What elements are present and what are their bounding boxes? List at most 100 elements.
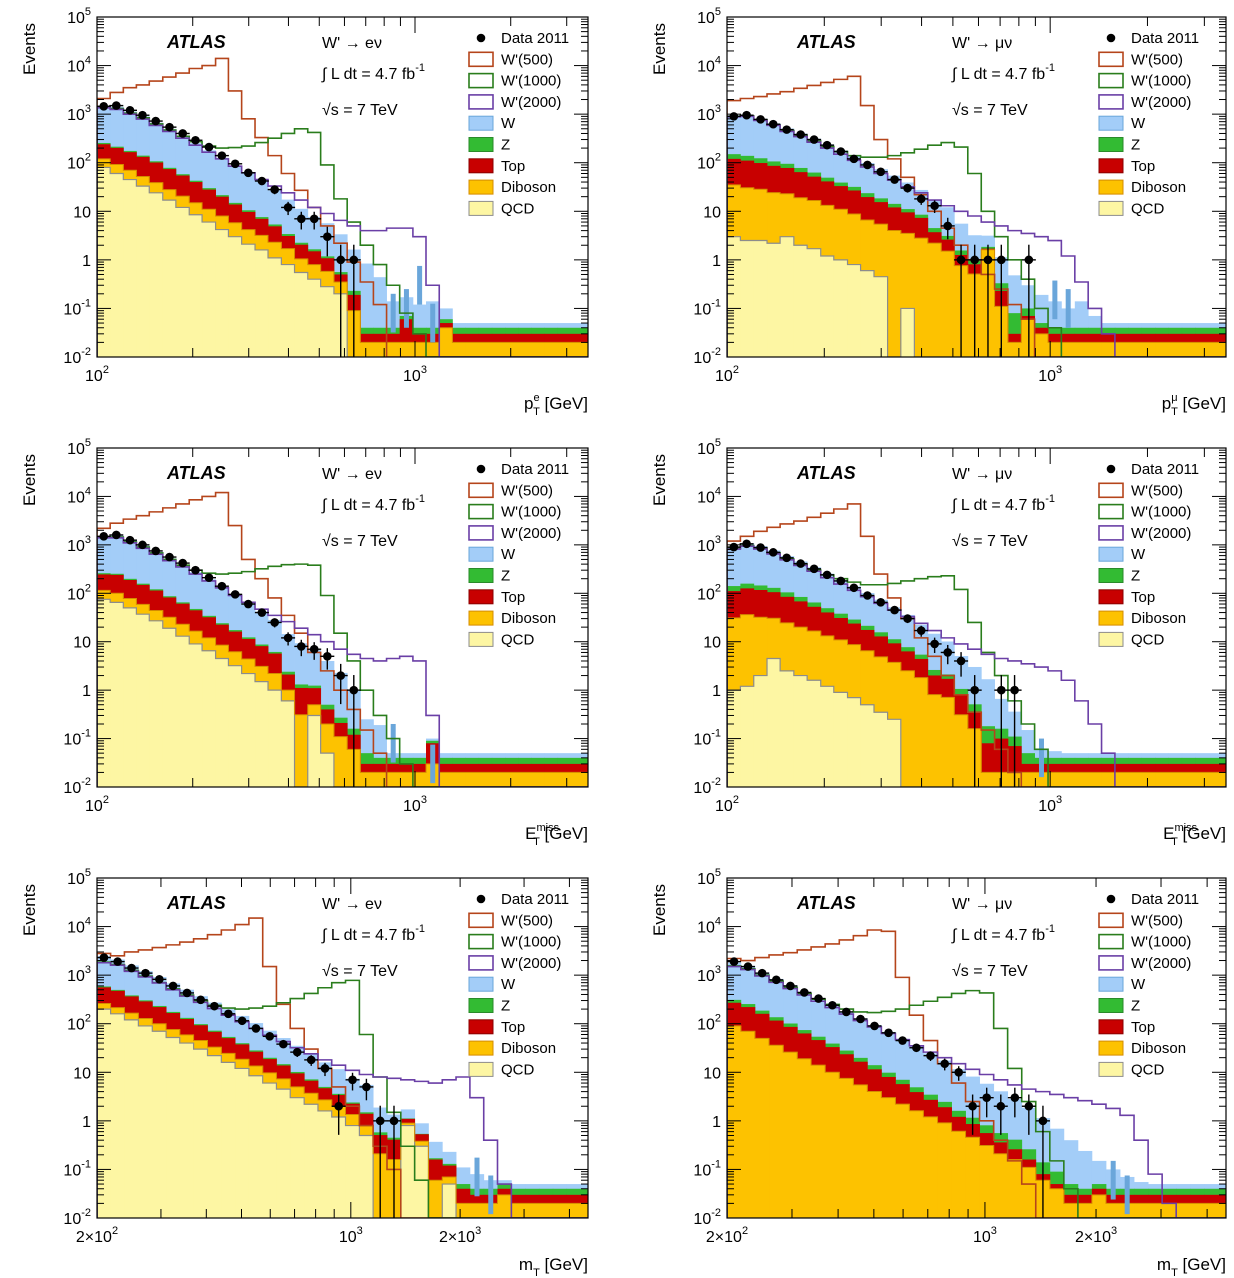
data-point — [956, 255, 966, 265]
legend-label: W'(2000) — [501, 525, 561, 542]
stack-bar-diboson — [895, 1104, 910, 1218]
stack-bar-qcd — [820, 686, 835, 787]
mc-uncertainty-marker — [390, 293, 396, 333]
y-tick-label: 1 — [712, 1114, 721, 1131]
data-point — [768, 548, 778, 557]
plot-frame — [726, 16, 1227, 358]
stack-bar-qcd — [202, 650, 216, 787]
stack-bar-qcd — [255, 681, 269, 787]
data-point — [191, 135, 200, 145]
stack-bar-qcd — [179, 1043, 194, 1218]
data-point — [970, 685, 979, 695]
legend-marker-bkg — [468, 610, 494, 626]
signal-line-wp1000 — [727, 544, 1226, 787]
data-point — [1038, 1116, 1048, 1126]
stack-bar-diboson — [839, 1078, 854, 1218]
stack-bar-diboson — [1134, 1203, 1149, 1218]
stack-bar-diboson — [360, 342, 374, 357]
mc-uncertainty-marker — [390, 723, 396, 763]
plot-frame — [96, 877, 589, 1219]
energy-label: √s = 7 TeV — [322, 963, 398, 980]
stack-bar-qcd — [235, 1068, 250, 1218]
stack-bar-diboson — [333, 736, 348, 787]
legend-label: Top — [1131, 158, 1155, 175]
data-point — [362, 1082, 371, 1092]
signal-line-wp500 — [97, 57, 588, 357]
stack-bar-diboson — [1074, 772, 1089, 787]
x-axis-label: mT [GeV] — [1157, 1255, 1226, 1278]
stack-bar-diboson — [557, 342, 588, 357]
plot-area — [97, 57, 588, 357]
stack-bar-diboson — [531, 772, 545, 787]
stack-bar-diboson — [373, 772, 387, 787]
data-point — [822, 570, 832, 580]
x-tick-label: 102 — [715, 364, 739, 385]
legend-marker-signal — [468, 955, 494, 971]
data-point — [898, 1036, 907, 1045]
stack-bar-qcd — [833, 259, 848, 357]
plot-frame — [726, 447, 1227, 788]
y-tick-label: 10-1 — [63, 728, 91, 749]
x-tick-label: 103 — [403, 794, 427, 815]
legend-label: Diboson — [1131, 610, 1186, 627]
stack-bar-diboson — [465, 772, 480, 787]
stack-bar-qcd — [262, 1083, 277, 1218]
x-tick-label: 102 — [715, 794, 739, 815]
legend-label: Top — [501, 158, 525, 175]
stack-bar-qcd — [207, 1055, 222, 1218]
signal-line-wp2000 — [97, 961, 588, 1218]
stack-bar-qcd — [807, 248, 822, 357]
legend-label: Z — [501, 137, 510, 154]
y-tick-label: 102 — [67, 1013, 91, 1034]
stack-bar-diboson — [1168, 342, 1183, 357]
legend-marker-bkg — [1098, 137, 1124, 152]
mc-uncertainty-marker — [474, 1157, 480, 1197]
stack-bar-qcd — [281, 700, 295, 787]
y-tick-label: 102 — [697, 1013, 721, 1034]
y-tick-label: 1 — [712, 253, 721, 270]
y-axis-label: Events — [650, 23, 669, 75]
data-point — [191, 565, 200, 575]
stack-bar-qcd — [241, 673, 256, 787]
y-tick-label: 10-2 — [63, 776, 91, 797]
data-point — [943, 221, 953, 231]
signal-line-wp500 — [97, 917, 588, 1218]
energy-label: √s = 7 TeV — [952, 533, 1028, 550]
x-axis-label: pμ T [GeV] — [1162, 392, 1226, 418]
data-point — [224, 1009, 233, 1019]
stack-bar-qcd — [307, 715, 322, 787]
stack-bar-diboson — [1061, 772, 1076, 787]
y-tick-label: 104 — [697, 485, 721, 506]
data-point — [876, 167, 886, 177]
x-tick-label: 103 — [1038, 794, 1062, 815]
y-tick-label: 10-2 — [693, 776, 721, 797]
data-point — [968, 1101, 977, 1111]
y-tick-label: 105 — [697, 867, 721, 888]
energy-label: √s = 7 TeV — [952, 102, 1028, 119]
legend-marker-data — [476, 33, 486, 43]
stack-bar-diboson — [1088, 342, 1102, 357]
legend-label: W'(500) — [1131, 912, 1183, 929]
diboson-outline — [727, 184, 1226, 357]
stack-bar-qcd — [175, 636, 190, 787]
legend-label: QCD — [1131, 200, 1165, 217]
diboson-outline — [97, 158, 588, 357]
data-point — [182, 988, 192, 998]
stack-bar-qcd — [166, 1037, 181, 1218]
data-point — [243, 599, 253, 609]
legend-label: W'(500) — [501, 51, 553, 68]
stack-bar-qcd — [780, 670, 795, 787]
legend-label: W'(1000) — [1131, 73, 1191, 90]
legend-marker-bkg — [1098, 1019, 1124, 1035]
data-point — [743, 962, 753, 971]
mc-uncertainty-marker — [1052, 280, 1058, 320]
stack-bar-qcd — [304, 1104, 319, 1218]
legend-label: Data 2011 — [1131, 461, 1199, 478]
luminosity-label: ∫ L dt = 4.7 fb-1 — [321, 62, 425, 83]
stack-bar-diboson — [1218, 1203, 1226, 1218]
data-point — [125, 535, 135, 545]
stack-bar-diboson — [954, 714, 969, 787]
data-point — [786, 981, 795, 991]
stack-bar-diboson — [428, 1180, 443, 1218]
stack-bar-qcd — [193, 1049, 208, 1218]
